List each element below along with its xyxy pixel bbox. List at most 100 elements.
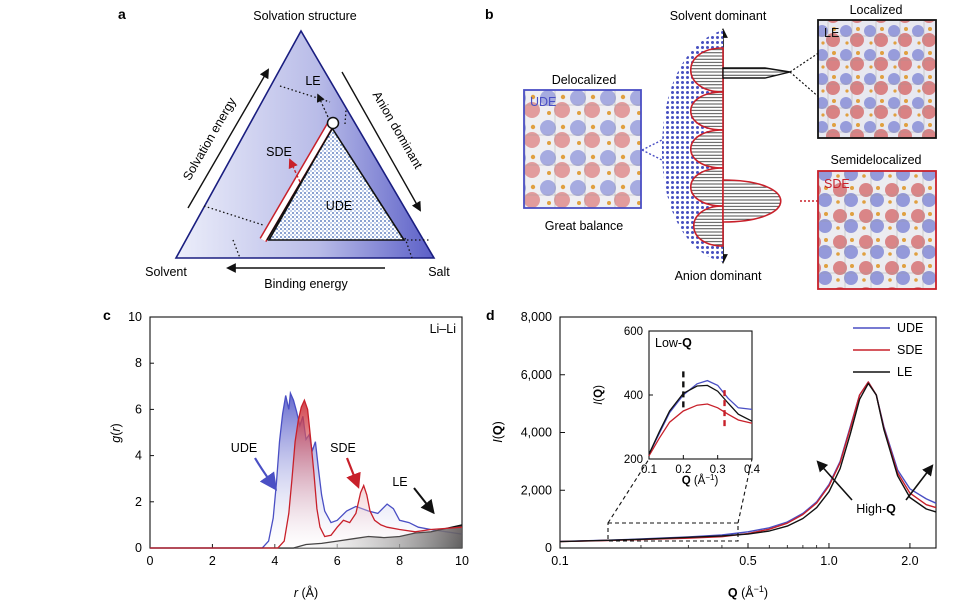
inset-xtick-label: 0.2 [675,464,691,476]
inset-xtick-label: 0.3 [710,464,726,476]
legend-le: LE [897,365,912,379]
gr-arrow-ude [254,457,278,491]
gr-ytick-label: 0 [135,541,142,555]
anion-dominant-arrow [341,71,421,212]
le-snapshot-tag: LE [824,26,839,40]
inset-line-sde [648,403,753,457]
gr-xtick-label: 4 [271,554,278,568]
inset-ytick-label: 600 [624,326,643,338]
gr-xtick-label: 0 [147,554,154,568]
delocalized-title: Delocalized [552,73,617,87]
panel-label-a: a [118,6,126,22]
le-band [266,123,336,241]
binding-energy-label: Binding energy [264,277,348,291]
anion-dominant-label: Anion dominant [370,89,426,172]
gr-label-ude: UDE [231,441,257,455]
gr-xtick-label: 10 [455,554,469,568]
region-label-sde: SDE [266,145,292,159]
corner-label-solvent: Solvent [145,265,187,279]
panel-d: d 0.1 0.5 1.0 2.0 0 2,000 4,000 6,000 8,000 Q (Å… [486,307,937,600]
sde-snapshot [817,170,937,290]
high-q-arrow-right [905,464,934,501]
gr-ytick-label: 10 [128,310,142,324]
panel-c: c 0 2 4 6 8 10 0 2 4 6 8 10 Li–Li r (Å) g(r) UDE SD… [103,307,469,600]
inset-ylabel: I(Q) [593,385,605,405]
top-label-solvation-structure: Solvation structure [253,9,357,23]
gr-ytick-label: 8 [135,356,142,370]
solvation-energy-arrow [187,68,269,209]
iq-line-le [559,382,937,543]
gr-ytick-label: 6 [135,402,142,416]
iq-ytick-label: 4,000 [521,426,552,440]
high-q-arrow-left [816,460,853,501]
gr-ytick-label: 2 [135,495,142,509]
zoom-connector-lines [607,458,753,524]
iq-xlabel: Q (Å−1) [728,584,768,600]
gr-series [150,390,463,549]
iq-series [559,381,937,543]
panel-label-c: c [103,307,111,323]
inset-series [648,371,753,457]
le-peak [722,67,791,79]
gr-axis-ticks: 0 2 4 6 8 10 0 2 4 6 8 10 [128,310,469,568]
iq-ytick-label: 6,000 [521,368,552,382]
inset-xtick-label: 0.4 [744,464,761,476]
gr-xtick-label: 6 [334,554,341,568]
inset-line-ude [648,379,753,455]
iq-ytick-label: 2,000 [521,483,552,497]
inset-title: Low-Q [655,336,692,350]
gr-area-sde [277,400,462,548]
panel-b: b Solvent dominant Anion dominant Deloca… [485,3,937,290]
panel-a: a Solvation structure LE SDE UDE Solvati… [118,6,450,291]
panel-label-b: b [485,6,494,22]
le-snapshot [817,19,937,139]
inset-xlabel: Q (Å−1) [682,473,719,487]
optimum-point [326,116,340,130]
inset-xtick-label: 0.1 [641,464,657,476]
gr-line-sde [150,398,463,549]
gr-xtick-label: 2 [209,554,216,568]
localized-title: Localized [850,3,903,17]
inset-frame [648,330,753,460]
iq-xtick-label: 2.0 [901,554,918,568]
iq-xtick-label: 0.5 [739,554,756,568]
gr-ytick-label: 4 [135,449,142,463]
iq-ytick-label: 8,000 [521,310,552,324]
label-anion-dominant: Anion dominant [675,269,762,283]
iq-xtick-label: 1.0 [820,554,837,568]
iq-label-high-q: High-Q [856,502,896,516]
arrow-to-le [316,93,329,118]
panel-label-d: d [486,307,495,323]
gr-arrow-sde [345,457,361,489]
legend-sde: SDE [897,343,923,357]
inset-ytick-label: 200 [624,454,643,466]
ude-connector [641,139,663,161]
region-label-ude: UDE [326,199,352,213]
inset-axis-ticks: 0.1 0.2 0.3 0.4 200 400 600 [624,326,761,476]
semidelocalized-title: Semidelocalized [830,153,921,167]
iq-legend: UDE SDE LE [853,321,923,379]
great-balance-label: Great balance [545,219,624,233]
gr-annotation-li-li: Li–Li [430,322,456,336]
inset-line-le [648,384,753,455]
le-connector [789,51,821,99]
label-solvent-dominant: Solvent dominant [670,9,767,23]
sde-lobes [689,47,782,247]
iq-ylabel: I(Q) [491,421,505,443]
gr-xlabel: r (Å) [294,585,318,600]
iq-xtick-label: 0.1 [551,554,568,568]
iq-ytick-label: 0 [545,541,552,555]
ude-snapshot [523,89,642,209]
region-label-le: LE [305,74,320,88]
gr-label-le: LE [392,475,407,489]
arrow-to-sde [288,158,301,183]
ude-snapshot-tag: UDE [530,95,556,109]
gr-xtick-label: 8 [396,554,403,568]
corner-label-salt: Salt [428,265,450,279]
inset-ytick-label: 400 [624,390,643,402]
legend-ude: UDE [897,321,923,335]
low-q-zoom-box [607,522,739,542]
iq-axis-ticks: 0.1 0.5 1.0 2.0 0 2,000 4,000 6,000 8,000 [521,310,919,568]
gr-line-ude [150,390,463,549]
